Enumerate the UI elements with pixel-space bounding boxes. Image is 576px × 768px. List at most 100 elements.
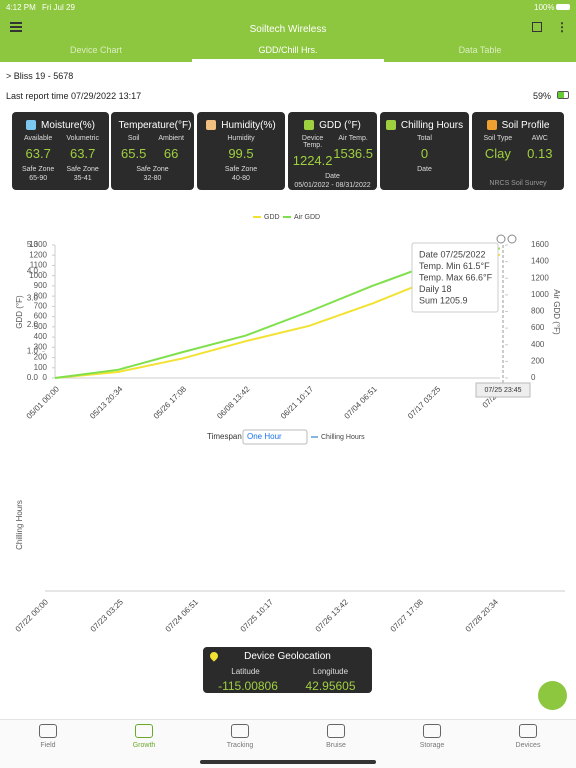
nav-label: Growth xyxy=(132,742,156,749)
card-columns: Available 63.7 Safe Zone 65-90 Volumetric 63.… xyxy=(16,135,105,182)
card-column: Ambient 66 xyxy=(158,135,184,166)
nav-item[interactable]: Field xyxy=(0,724,96,749)
latitude-label: Latitude xyxy=(231,667,260,676)
y-tick-label: 1.0 xyxy=(27,347,39,356)
tooltip-box xyxy=(411,242,499,313)
field-value: 1224.2 xyxy=(292,153,333,168)
fab-button[interactable] xyxy=(538,681,567,710)
card-column: Soil 65.5 xyxy=(121,135,146,166)
menu-button[interactable] xyxy=(10,22,22,32)
field-value: Clay xyxy=(484,146,511,161)
nav-icon xyxy=(327,724,345,738)
y-axis-title: Chilling Hours xyxy=(15,500,24,550)
y2-tick-label: 200 xyxy=(531,356,545,365)
x-tick-label: 05/13 20:34 xyxy=(88,384,125,421)
status-battery: 100% xyxy=(534,3,555,12)
y-tick-label: 600 xyxy=(34,312,48,321)
x-tick-label: 07/25 10:17 xyxy=(239,597,276,634)
more-button[interactable]: ⋮ xyxy=(556,20,568,34)
y-tick-label: 800 xyxy=(34,291,48,300)
card-columns: Soil Type Clay AWC 0.13 xyxy=(476,135,560,166)
y-tick-label: 300 xyxy=(34,342,48,351)
card-column: Total 0 xyxy=(417,135,432,166)
nav-item[interactable]: Growth xyxy=(96,724,192,749)
field-label: Total xyxy=(417,135,432,142)
card-columns: Total 0 xyxy=(384,135,465,166)
y-tick-label: 0.0 xyxy=(27,373,39,382)
field-value: 0.13 xyxy=(527,146,553,161)
y-tick-label: 700 xyxy=(34,301,48,310)
device-name[interactable]: > Bliss 19 - 5678 xyxy=(6,71,74,81)
field-value: 1536.5 xyxy=(333,146,373,161)
info-card: Temperature(°F) Soil 65.5 Ambient 66 Safe Zon… xyxy=(111,112,194,190)
x-tick-label: 07/28 20:34 xyxy=(464,597,501,634)
y-tick-label: 200 xyxy=(34,353,48,362)
app-title: Soiltech Wireless xyxy=(249,24,327,35)
card-title: Humidity(%) xyxy=(221,119,276,131)
status-time: 4:12 PM xyxy=(6,3,36,12)
footer-label: Date xyxy=(417,166,432,173)
card-icon xyxy=(486,120,497,130)
card-title: Soil Profile xyxy=(501,119,550,131)
tooltip-line: Temp. Max 66.6°F xyxy=(419,272,493,282)
field-value: 66 xyxy=(163,146,179,161)
card-title: Chilling Hours xyxy=(400,119,464,131)
field-label: Soil Type xyxy=(483,135,513,142)
y-axis-title: GDD (°F) xyxy=(15,295,24,329)
field-label: Humidity xyxy=(227,135,255,142)
card-title: Moisture(%) xyxy=(41,119,95,131)
legend-label: GDD xyxy=(264,214,280,221)
y-tick-label: 1300 xyxy=(29,240,47,249)
legend-label: Air GDD xyxy=(294,214,320,221)
field-label: AWC xyxy=(531,135,548,142)
y2-tick-label: 800 xyxy=(531,307,545,316)
y-tick-label: 1200 xyxy=(29,250,47,259)
app-header xyxy=(0,0,576,62)
field-value: 63.7 xyxy=(70,146,96,161)
tooltip-line: Daily 18 xyxy=(419,284,452,294)
nav-item[interactable]: Bruise xyxy=(288,724,384,749)
nav-item[interactable]: Devices xyxy=(480,724,576,749)
card-column: Volumetric 63.7 Safe Zone 35-41 xyxy=(66,135,99,182)
device-battery: 59% xyxy=(533,91,552,101)
y2-tick-label: 0 xyxy=(531,373,536,382)
zoom-out xyxy=(507,234,517,244)
tab[interactable]: Data Table xyxy=(458,45,502,55)
footer-value: 40-80 xyxy=(232,175,250,182)
field-value: 65.5 xyxy=(121,146,147,161)
x-tick-label: 07/04 06:51 xyxy=(343,384,380,421)
nav-item[interactable]: Storage xyxy=(384,724,480,749)
tab[interactable]: Device Chart xyxy=(69,45,123,55)
share-button[interactable] xyxy=(532,22,542,32)
info-card: Chilling Hours Total 0 Date xyxy=(380,112,469,190)
card-title-row: Moisture(%) xyxy=(16,118,105,132)
timespan-select[interactable] xyxy=(242,429,308,445)
field-label: Soil xyxy=(127,135,140,142)
card-columns: Device Temp. 1224.2 Air Temp. 1536.5 xyxy=(292,135,373,173)
crosshair-label-box xyxy=(475,382,531,398)
tab-active[interactable]: GDD/Chill Hrs. xyxy=(258,45,318,55)
y-tick-label: 500 xyxy=(34,322,48,331)
y-tick-label: 0 xyxy=(43,373,48,382)
field-label: Available xyxy=(24,135,53,142)
info-card: Humidity(%) Humidity 99.5 Safe Zone 40-80 xyxy=(197,112,285,190)
device-battery-icon xyxy=(557,91,569,99)
nav-label: Field xyxy=(40,742,56,749)
info-card: Moisture(%) Available 63.7 Safe Zone 65-90 Vo… xyxy=(12,112,109,190)
nav-icon xyxy=(231,724,249,738)
card-columns: Soil 65.5 Ambient 66 xyxy=(115,135,190,166)
home-indicator xyxy=(200,760,376,764)
card-columns: Humidity 99.5 xyxy=(201,135,281,166)
latitude: -115.00806 xyxy=(218,679,278,693)
x-tick-label: 07/22 00:00 xyxy=(14,597,51,634)
nav-label: Storage xyxy=(419,742,445,749)
nav-item[interactable]: Tracking xyxy=(192,724,288,749)
y-tick-label: 400 xyxy=(34,332,48,341)
x-tick-label: 06/21 10:17 xyxy=(279,384,316,421)
x-tick-label: 07/27 17:08 xyxy=(389,597,426,634)
timespan-value: One Hour xyxy=(247,432,282,441)
zone-value: 65-90 xyxy=(29,175,48,182)
x-tick-label: 07/17 03:25 xyxy=(406,384,443,421)
y-tick-label: 4.0 xyxy=(27,267,39,276)
